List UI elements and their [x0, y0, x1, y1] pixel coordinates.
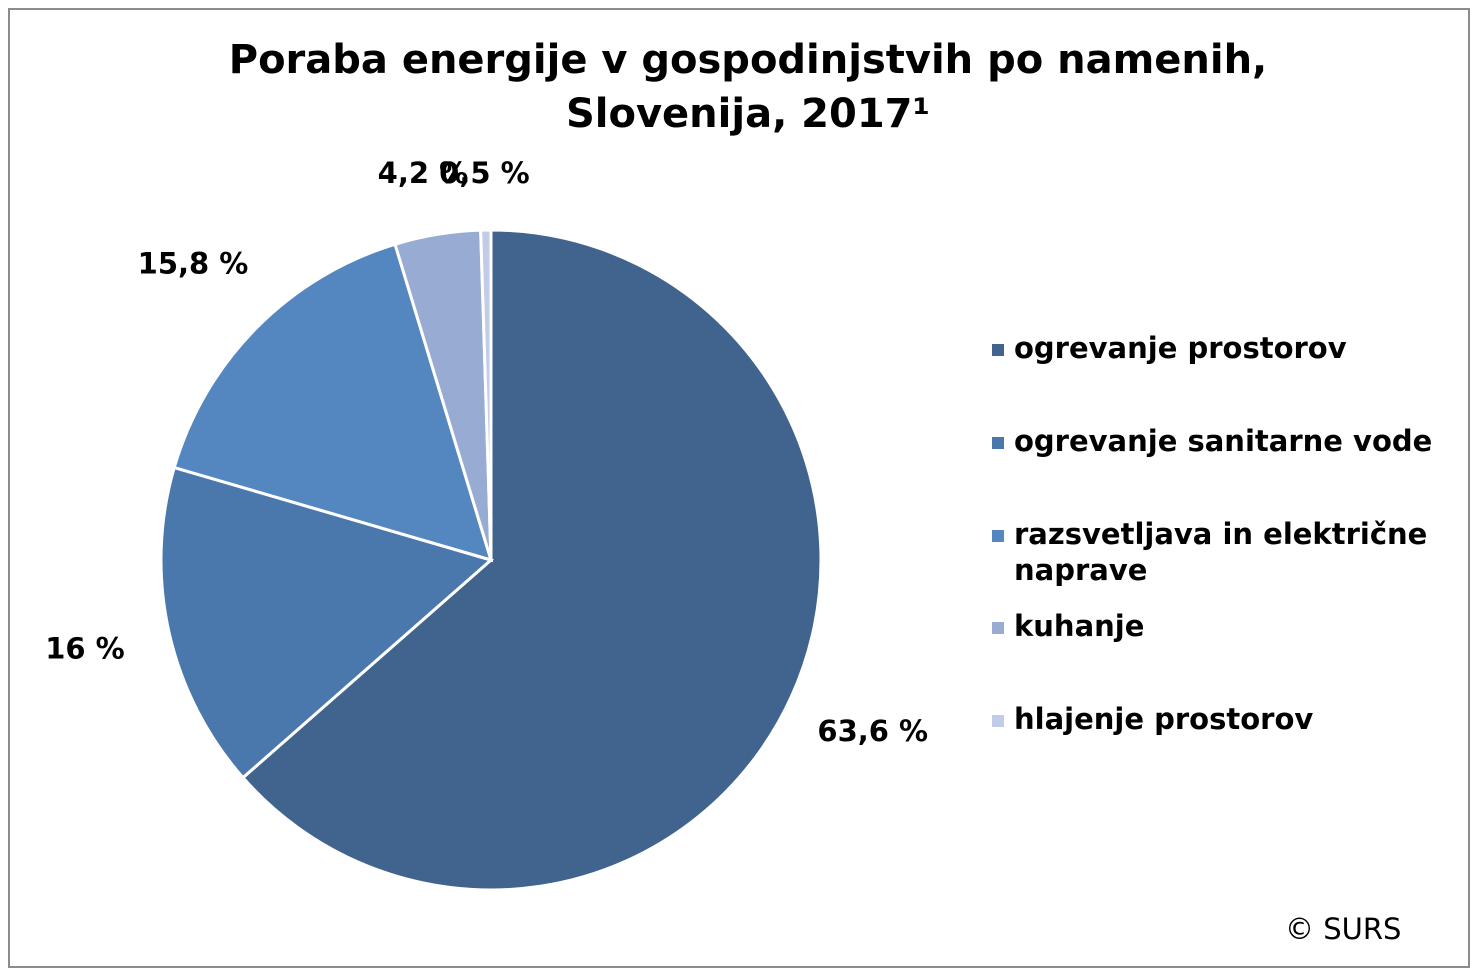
data-label: 4,2 % — [378, 156, 469, 190]
legend-swatch — [992, 715, 1004, 727]
pie-slice — [159, 465, 495, 780]
data-label: 0,5 % — [439, 156, 530, 190]
legend-swatch — [992, 530, 1004, 542]
legend-swatch — [992, 622, 1004, 634]
legend-label: kuhanje — [1014, 609, 1145, 643]
pie-slice — [240, 228, 823, 892]
pie-slice — [172, 242, 494, 563]
legend-label: ogrevanje prostorov — [1014, 331, 1347, 365]
chart-title: Poraba energije v gospodinjstvih po name… — [229, 37, 1268, 83]
legend-label: razsvetljava in električne naprave — [1014, 517, 1428, 587]
chart-frame — [8, 8, 1470, 968]
legend-label: hlajenje prostorov — [1014, 702, 1314, 736]
data-label: 16 % — [45, 632, 125, 666]
legend-item: kuhanje — [990, 608, 1460, 644]
legend-item: razsvetljava in električne naprave — [990, 516, 1460, 588]
legend-swatch — [992, 344, 1004, 356]
legend-item: ogrevanje prostorov — [990, 330, 1460, 366]
data-label: 15,8 % — [138, 246, 249, 280]
source: © SURS — [1285, 912, 1402, 946]
legend-label: ogrevanje sanitarne vode — [1014, 424, 1433, 458]
legend: ogrevanje prostorov ogrevanje sanitarne v… — [990, 330, 1460, 794]
legend-swatch — [992, 437, 1004, 449]
legend-item: ogrevanje sanitarne vode — [990, 423, 1460, 459]
chart-title: Slovenija, 2017¹ — [566, 91, 930, 137]
data-label: 63,6 % — [817, 714, 928, 748]
pie-slice — [479, 228, 493, 561]
legend-item: hlajenje prostorov — [990, 701, 1460, 737]
